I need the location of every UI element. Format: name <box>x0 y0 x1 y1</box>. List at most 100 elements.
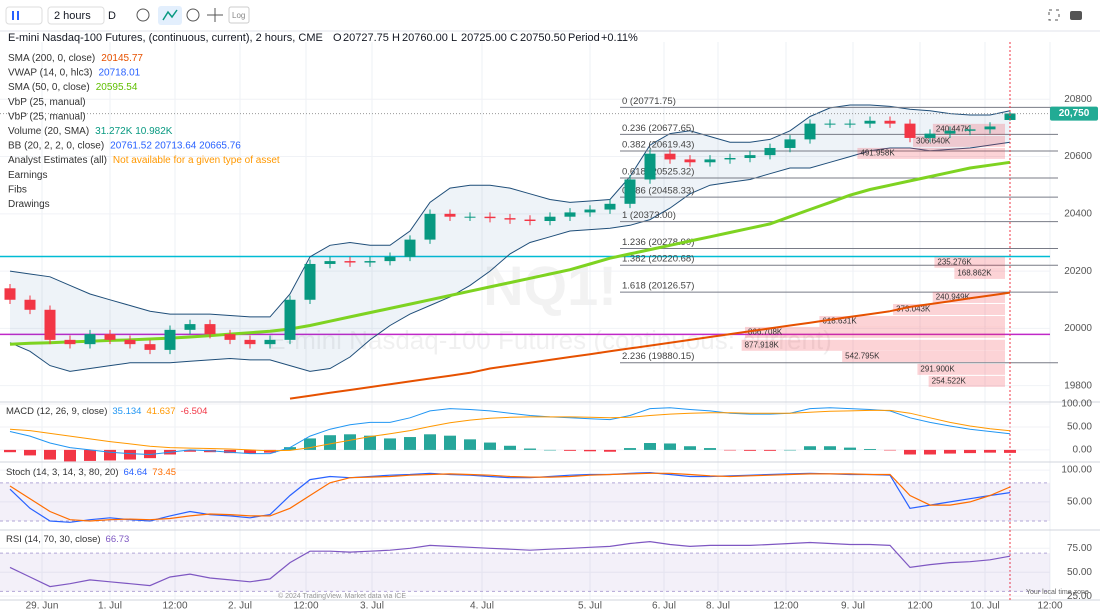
volume-profile-bar <box>893 303 1005 315</box>
candle-body <box>304 263 316 300</box>
candle-body <box>44 309 56 340</box>
fib-label: 1.382 (20220.68) <box>622 254 694 265</box>
pane-title: MACD (12, 26, 9, close) 35.134 41.637 -6.50… <box>6 406 207 417</box>
fib-label: 0.786 (20458.33) <box>622 186 694 197</box>
chart-type-button[interactable] <box>5 6 43 25</box>
legend-value: Not available for a given type of asset <box>113 155 280 166</box>
legend-item: SMA (50, 0, close) 20595.54 <box>8 82 138 93</box>
legend-item: VbP (25, manual) <box>8 96 86 107</box>
macd-histogram-bar <box>304 438 316 450</box>
candle-body <box>384 256 396 262</box>
fullscreen-icon[interactable] <box>1048 9 1060 21</box>
legend-name: BB (20, 2, 2, 0, close) <box>8 140 104 151</box>
log-button[interactable] <box>228 6 250 24</box>
ohlc-value: 20750.50 <box>520 32 566 44</box>
legend-value: 20761.52 20713.64 20665.76 <box>110 140 241 151</box>
candle-body <box>144 344 156 350</box>
candle-body <box>364 261 376 263</box>
y-tick-label: 20400 <box>1064 208 1092 219</box>
x-tick-label: 12:00 <box>293 601 318 612</box>
macd-histogram-bar <box>224 449 236 454</box>
macd-histogram-bar <box>1004 449 1016 453</box>
macd-histogram-bar <box>504 445 516 450</box>
candle-body <box>644 153 656 180</box>
x-tick-label: 12:00 <box>162 601 187 612</box>
legend-value: 20595.54 <box>96 82 138 93</box>
candle-body <box>544 216 556 221</box>
volume-profile-bar <box>954 267 1005 279</box>
candle-body <box>964 129 976 131</box>
candle-body <box>804 123 816 140</box>
macd-histogram-bar <box>904 449 916 455</box>
pane-value: 41.637 <box>146 406 175 417</box>
macd-histogram-bar <box>104 449 116 461</box>
candle-body <box>824 123 836 125</box>
macd-histogram-bar <box>884 449 896 451</box>
x-tick-label: 5. Jul <box>578 601 602 612</box>
macd-histogram-bar <box>384 438 396 450</box>
ohlc-value: 20727.75 <box>343 32 389 44</box>
volume-profile-label: 235.276K <box>937 257 972 266</box>
macd-histogram-bar <box>284 447 296 450</box>
price-tag <box>1050 106 1098 121</box>
volume-profile-bar <box>934 256 1005 268</box>
pane-value: 35.134 <box>112 406 141 417</box>
mode[interactable]: D <box>108 10 116 22</box>
y-tick-label: 50.00 <box>1067 422 1092 433</box>
replay-icon[interactable] <box>186 8 200 22</box>
plot: 29. Jun 1. Jul 12:00 2. Jul 12:00 3. Jul 4. Ju… <box>0 42 1100 612</box>
timezone: Your local time zone <box>1026 589 1089 596</box>
macd-histogram-bar <box>744 449 756 451</box>
snapshot-icon[interactable] <box>1070 11 1082 20</box>
candle-body <box>944 130 956 134</box>
pane-value: 73.45 <box>152 467 176 478</box>
macd-histogram-bar <box>844 447 856 450</box>
macd-histogram-bar <box>544 449 556 451</box>
ohlc-name: C <box>510 32 518 44</box>
candle-body <box>164 329 176 350</box>
ohlc-name: H <box>392 32 400 44</box>
log-label: Log <box>232 11 245 20</box>
volume-profile-label: 306.640K <box>916 136 951 145</box>
price-tag-label: 20,750 <box>1059 108 1090 119</box>
pane-value: 66.73 <box>106 534 130 545</box>
candle-body <box>664 153 676 160</box>
y-tick-label: 19800 <box>1064 380 1092 391</box>
ohlc-name: L <box>451 32 457 44</box>
fib-label: 0.618 (20525.32) <box>622 166 694 177</box>
legend-item: Fibs <box>8 184 27 195</box>
pane-title: Stoch (14, 3, 14, 3, 80, 20) 64.64 73.45 <box>6 467 176 478</box>
candle-body <box>484 216 496 219</box>
settings-icon[interactable] <box>136 8 150 22</box>
macd-histogram-bar <box>704 448 716 450</box>
period-value: +0.11% <box>601 32 638 44</box>
candle-body <box>584 209 596 213</box>
macd-histogram-bar <box>824 446 836 450</box>
volume-profile-label: 491.958K <box>860 149 895 158</box>
macd-histogram-bar <box>524 448 536 450</box>
fib-label: 0.236 (20677.65) <box>622 123 694 134</box>
volume-profile-label: 240.949K <box>936 293 971 302</box>
macd-histogram-bar <box>324 435 336 450</box>
legend-item: Analyst Estimates (all) Not available for… <box>8 155 280 166</box>
candle-body <box>744 155 756 158</box>
macd-histogram-bar <box>484 442 496 450</box>
x-tick-label: 12:00 <box>907 601 932 612</box>
icon <box>17 11 19 20</box>
macd-histogram-bar <box>964 449 976 454</box>
x-tick-label: 1. Jul <box>98 601 122 612</box>
candle-body <box>524 219 536 221</box>
candle-body <box>904 123 916 138</box>
macd-histogram-bar <box>944 449 956 454</box>
compare-icon[interactable] <box>207 8 223 22</box>
candle-body <box>224 334 236 340</box>
candle-body <box>564 212 576 217</box>
candle-body <box>324 261 336 264</box>
volume-profile-bar <box>932 123 1005 135</box>
candle-body <box>64 339 76 345</box>
macd-histogram-bar <box>84 449 96 461</box>
legend-name: Analyst Estimates (all) <box>8 155 107 166</box>
interval-select[interactable] <box>47 6 105 25</box>
credit: © 2024 TradingView. Market data via ICE <box>278 592 406 600</box>
legend-name: Earnings <box>8 169 47 180</box>
